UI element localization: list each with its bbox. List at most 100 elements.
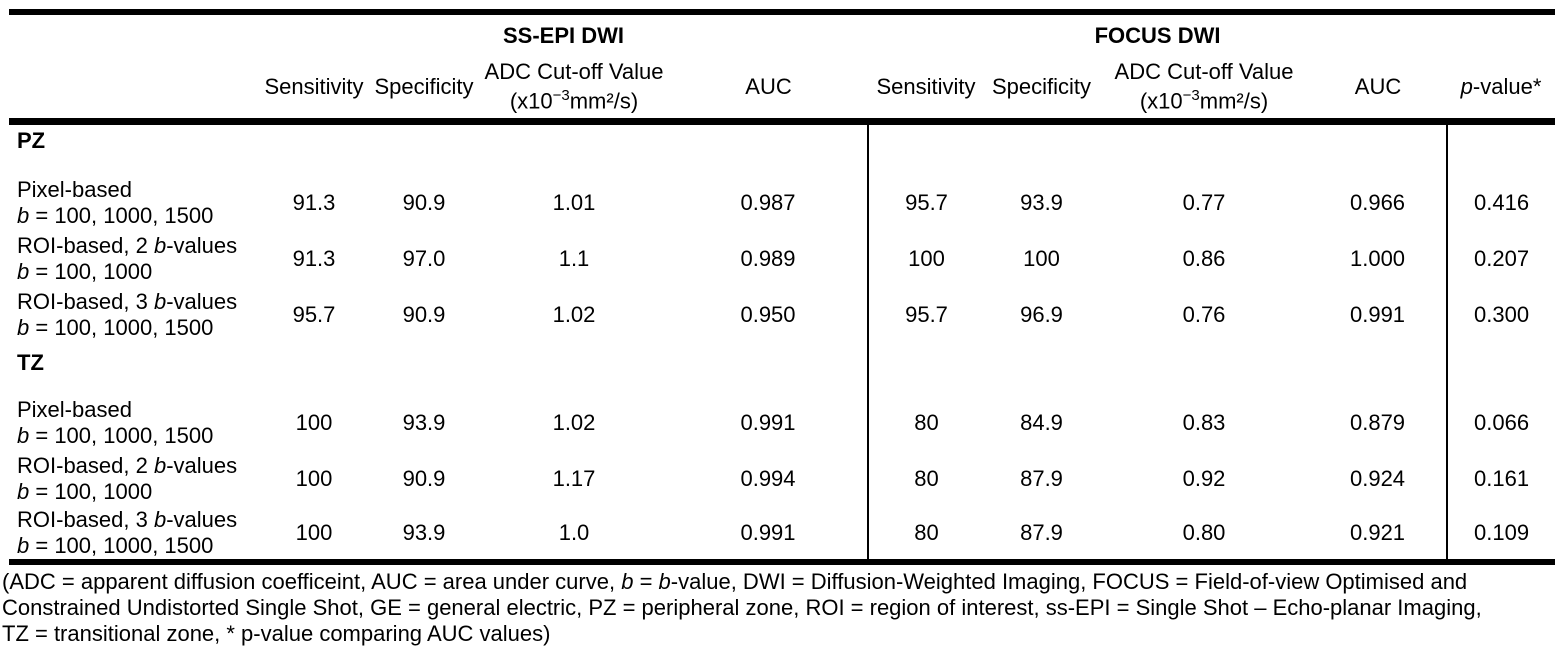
cell-p-value: 0.161	[1474, 466, 1530, 491]
cell-focus-sensitivity: 95.7	[905, 302, 948, 327]
footnote-line-3: TZ = transitional zone, * p-value compar…	[2, 621, 551, 646]
table-body: PZ Pixel-based b = 100, 1000, 1500 91.3 …	[9, 121, 1555, 562]
cell-ssepi-auc: 0.950	[669, 287, 870, 343]
section-label-tz: TZ	[9, 343, 870, 395]
adc-header-exponent: −3	[552, 87, 570, 105]
cell-focus-sensitivity: 95.7	[905, 190, 948, 215]
cell-p-value: 0.109	[1474, 520, 1530, 545]
header-ssepi-sensitivity: Sensitivity	[264, 73, 364, 99]
table-row-tz-pixel: Pixel-based b = 100, 1000, 1500 100 93.9…	[9, 395, 1555, 451]
cell-focus-auc: 0.921	[1309, 507, 1449, 562]
cell-ssepi-sensitivity: 100	[295, 410, 333, 435]
header-focus-sensitivity: Sensitivity	[876, 73, 976, 99]
cell-ssepi-adc: 1.02	[552, 410, 596, 435]
cell-focus-auc: 1.000	[1309, 231, 1449, 287]
table-row-tz-roi3: ROI-based, 3 b-values b = 100, 1000, 150…	[9, 507, 1555, 562]
adc-header-exponent: −3	[1182, 87, 1200, 105]
cell-ssepi-sensitivity: 100	[295, 520, 333, 545]
cell-focus-adc: 0.80	[1182, 520, 1226, 545]
adc-header-line1: ADC Cut-off Value	[484, 59, 664, 85]
cell-p-value: 0.066	[1474, 410, 1530, 435]
cell-ssepi-specificity: 90.9	[402, 190, 446, 215]
cell-focus-specificity: 96.9	[1020, 302, 1063, 327]
cell-p-value: 0.416	[1474, 190, 1530, 215]
cell-focus-auc: 0.991	[1309, 287, 1449, 343]
cell-ssepi-adc: 1.0	[558, 520, 590, 545]
row-label: ROI-based, 3 b-values b = 100, 1000, 150…	[17, 507, 238, 558]
row-label: Pixel-based b = 100, 1000, 1500	[17, 177, 214, 228]
cell-ssepi-specificity: 90.9	[402, 466, 446, 491]
section-row-tz: TZ	[9, 343, 1555, 395]
adc-header-units-pre: (x10	[509, 88, 553, 114]
cell-focus-adc: 0.77	[1182, 190, 1226, 215]
footnote-line-1: (ADC = apparent diffusion coefficeint, A…	[2, 569, 1468, 594]
cell-ssepi-auc: 0.987	[669, 175, 870, 231]
section-label-pz: PZ	[9, 121, 870, 175]
cell-focus-adc: 0.92	[1182, 466, 1226, 491]
header-focus-specificity: Specificity	[991, 73, 1092, 99]
cell-focus-specificity: 100	[1023, 246, 1060, 271]
cell-p-value: 0.300	[1474, 302, 1530, 327]
footnote-line-2: Constrained Undistorted Single Shot, GE …	[2, 595, 1482, 620]
cell-p-value: 0.207	[1474, 246, 1530, 271]
table-row-pz-roi2: ROI-based, 2 b-values b = 100, 1000 91.3…	[9, 231, 1555, 287]
cell-ssepi-specificity: 93.9	[402, 520, 446, 545]
cell-ssepi-adc: 1.01	[552, 190, 596, 215]
row-label: ROI-based, 2 b-values b = 100, 1000	[17, 453, 238, 504]
cell-focus-sensitivity: 80	[914, 410, 939, 435]
cell-ssepi-adc: 1.1	[558, 246, 590, 271]
header-focus-adc-cutoff: ADC Cut-off Value (x10−3mm²/s)	[1099, 56, 1309, 121]
cell-focus-adc: 0.76	[1182, 302, 1226, 327]
empty-label-header	[9, 56, 259, 121]
empty-group-cell	[1447, 12, 1555, 56]
column-header-row: Sensitivity Specificity ADC Cut-off Valu…	[9, 56, 1555, 121]
cell-focus-sensitivity: 80	[914, 520, 939, 545]
section-filler	[1447, 343, 1555, 395]
cell-focus-specificity: 93.9	[1020, 190, 1063, 215]
group-header-ss-epi: SS-EPI DWI	[503, 22, 625, 48]
adc-header-units-post: mm²/s)	[1199, 88, 1269, 114]
cell-ssepi-specificity: 93.9	[402, 410, 446, 435]
table-row-tz-roi2: ROI-based, 2 b-values b = 100, 1000 100 …	[9, 451, 1555, 507]
empty-corner-cell	[9, 12, 259, 56]
cell-ssepi-sensitivity: 91.3	[292, 246, 336, 271]
cell-ssepi-sensitivity: 95.7	[292, 302, 336, 327]
adc-header-units-pre: (x10	[1139, 88, 1183, 114]
adc-header-units-post: mm²/s)	[569, 88, 639, 114]
section-row-pz: PZ	[9, 121, 1555, 175]
section-filler	[868, 121, 1449, 175]
group-header-focus: FOCUS DWI	[1094, 22, 1221, 48]
cell-focus-adc: 0.83	[1182, 410, 1226, 435]
cell-focus-auc: 0.924	[1309, 451, 1449, 507]
header-ssepi-auc: AUC	[745, 73, 792, 99]
cell-focus-specificity: 87.9	[1020, 520, 1063, 545]
cell-focus-sensitivity: 80	[914, 466, 939, 491]
cell-ssepi-sensitivity: 91.3	[292, 190, 336, 215]
section-filler	[868, 343, 1449, 395]
paper-table-page: SS-EPI DWI FOCUS DWI Sensitivity Specifi…	[0, 9, 1565, 672]
table-row-pz-roi3: ROI-based, 3 b-values b = 100, 1000, 150…	[9, 287, 1555, 343]
cell-ssepi-auc: 0.989	[669, 231, 870, 287]
cell-focus-adc: 0.86	[1182, 246, 1226, 271]
table-footnote: (ADC = apparent diffusion coefficeint, A…	[2, 569, 1565, 647]
adc-header-line1: ADC Cut-off Value	[1114, 59, 1294, 85]
row-label: Pixel-based b = 100, 1000, 1500	[17, 397, 214, 448]
cell-focus-auc: 0.879	[1309, 395, 1449, 451]
cell-ssepi-auc: 0.994	[669, 451, 870, 507]
cell-focus-specificity: 84.9	[1020, 410, 1063, 435]
header-focus-auc: AUC	[1354, 73, 1402, 99]
cell-focus-auc: 0.966	[1309, 175, 1449, 231]
header-ssepi-specificity: Specificity	[374, 73, 474, 99]
cell-ssepi-adc: 1.02	[552, 302, 596, 327]
header-ssepi-adc-cutoff: ADC Cut-off Value (x10−3mm²/s)	[479, 56, 669, 121]
row-label: ROI-based, 3 b-values b = 100, 1000, 150…	[17, 289, 238, 340]
cell-ssepi-adc: 1.17	[552, 466, 596, 491]
cell-ssepi-auc: 0.991	[669, 395, 870, 451]
group-header-row: SS-EPI DWI FOCUS DWI	[9, 12, 1555, 56]
cell-focus-specificity: 87.9	[1020, 466, 1063, 491]
section-filler	[1447, 121, 1555, 175]
row-label: ROI-based, 2 b-values b = 100, 1000	[17, 233, 238, 284]
table-header: SS-EPI DWI FOCUS DWI Sensitivity Specifi…	[9, 12, 1556, 121]
cell-ssepi-auc: 0.991	[669, 507, 870, 562]
cell-ssepi-sensitivity: 100	[295, 466, 333, 491]
